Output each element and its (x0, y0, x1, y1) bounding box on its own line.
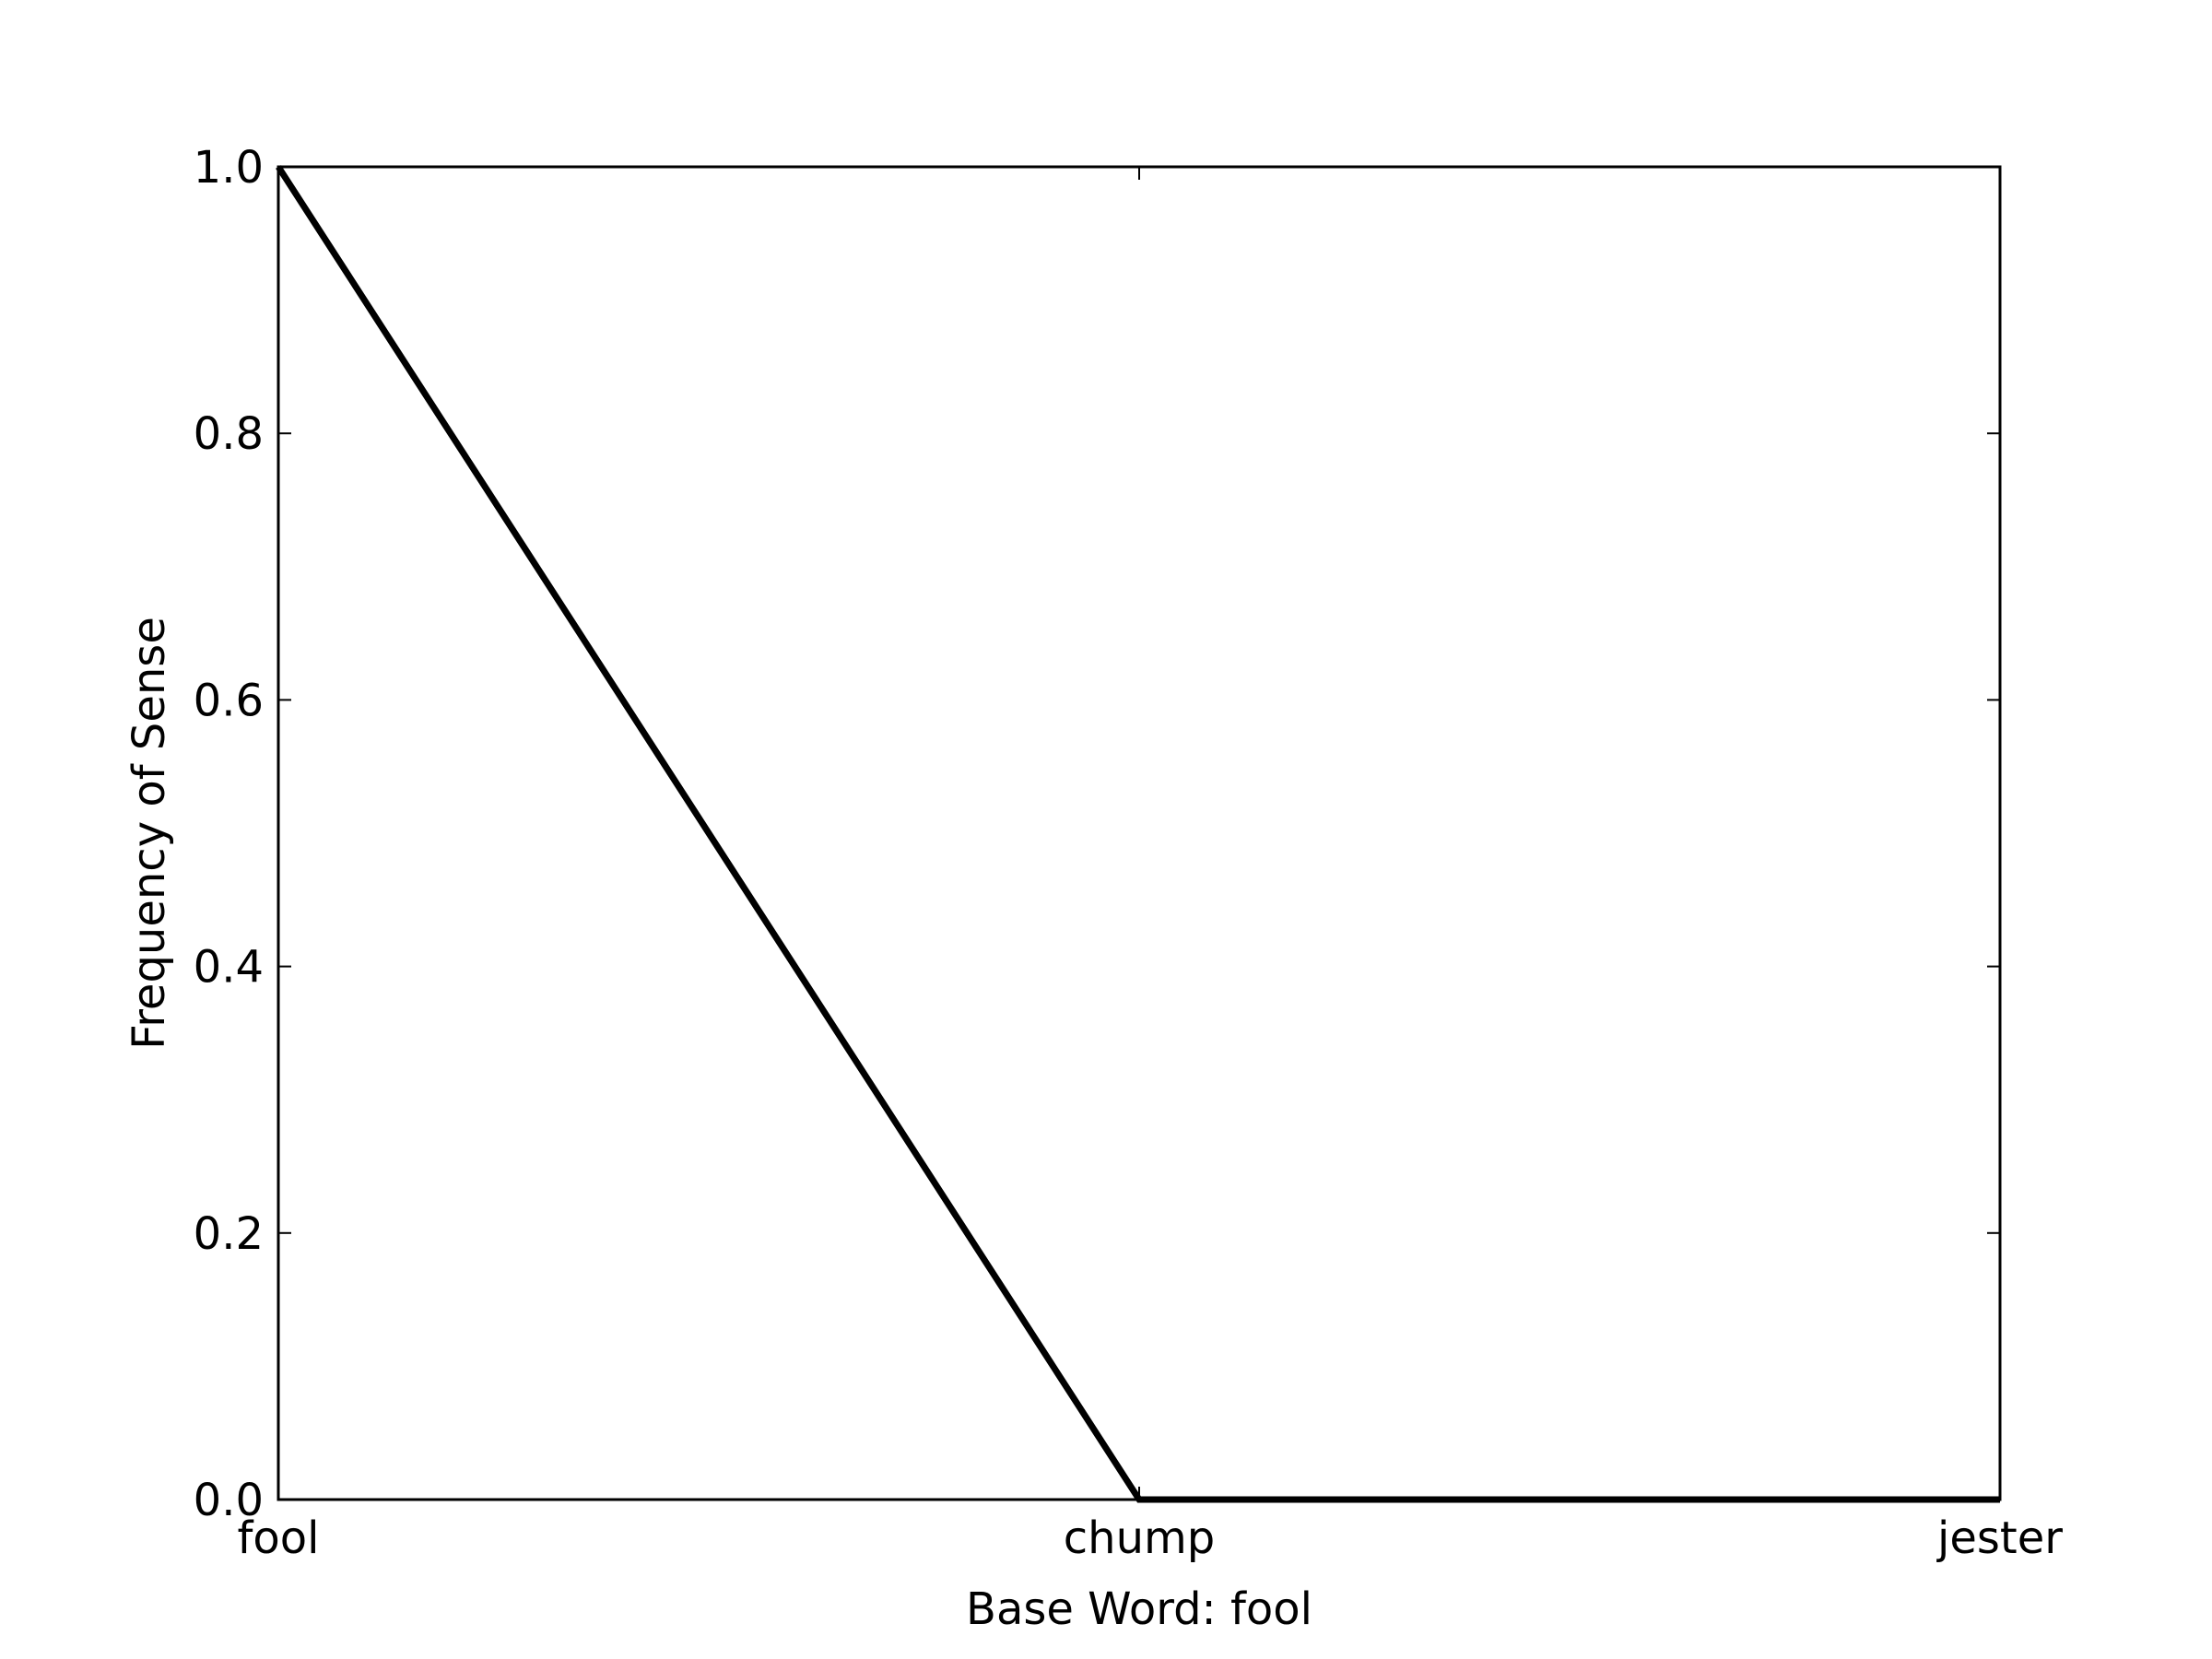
x-axis-label: Base Word: fool (966, 1583, 1312, 1635)
x-tick-label: chump (1064, 1512, 1215, 1564)
y-tick-label: 0.0 (194, 1475, 264, 1526)
y-tick-label: 0.8 (194, 408, 264, 460)
y-tick-label: 0.6 (194, 675, 264, 726)
y-tick-label: 0.4 (194, 942, 264, 994)
plot-frame (276, 165, 2002, 1501)
y-tick-label: 1.0 (194, 142, 264, 194)
x-tick-label: jester (1936, 1512, 2063, 1564)
y-axis-label: Frequency of Sense (124, 617, 175, 1050)
x-tick-label: fool (238, 1512, 320, 1564)
tick-labels: 0.0 0.2 0.4 0.6 0.8 1.0 fool chump jester (194, 142, 2064, 1564)
y-tick-label: 0.2 (194, 1208, 264, 1260)
